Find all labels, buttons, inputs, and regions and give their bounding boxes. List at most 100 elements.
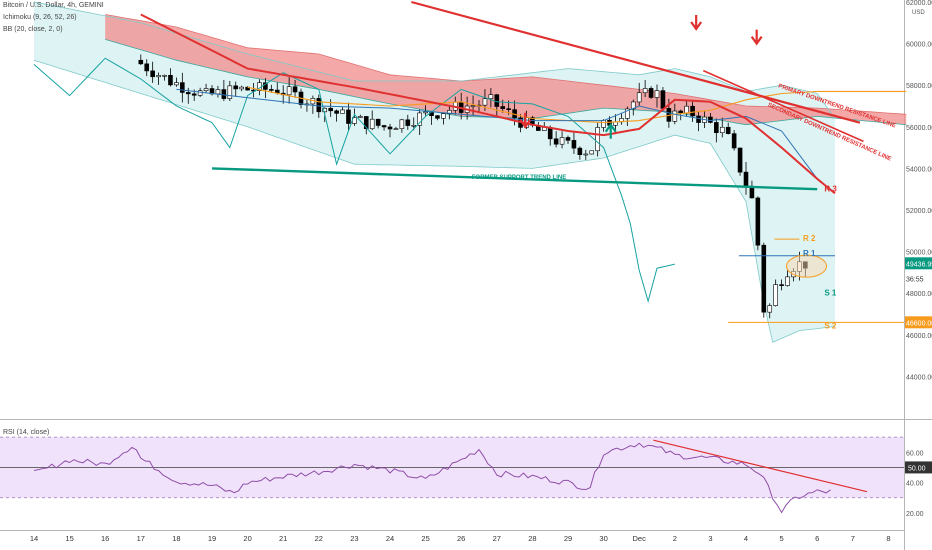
candle-body: [708, 116, 713, 123]
candle-body: [375, 118, 381, 126]
candle-body: [737, 147, 743, 173]
candle-body: [221, 89, 227, 99]
candle-body: [482, 98, 488, 106]
price-tick-label: 54000.00: [906, 166, 932, 173]
time-tick-label: 17: [137, 534, 145, 543]
candle-body: [263, 82, 268, 90]
rsi-legend: RSI (14, close): [3, 429, 50, 436]
candle-body: [601, 119, 606, 128]
candle-body: [583, 153, 589, 156]
candle-body: [696, 115, 701, 123]
candle-body: [269, 89, 274, 91]
candle-body: [423, 111, 428, 114]
time-tick-label: 3: [708, 534, 712, 543]
down-arrow-marker: [690, 15, 703, 31]
candle-body: [405, 119, 411, 126]
candle-body: [245, 86, 250, 91]
time-tick-label: 26: [457, 534, 465, 543]
time-tick-label: 29: [564, 534, 572, 543]
ichimoku-legend: Ichimoku (9, 26, 52, 26): [3, 14, 77, 21]
time-tick-label: 8: [886, 534, 890, 543]
candle-body: [719, 126, 725, 134]
candle-body: [369, 118, 375, 130]
annotation-former-support: FORMER SUPPORT TREND LINE: [472, 175, 566, 181]
rsi-tick-label: 60.00: [906, 450, 924, 457]
annotation-r1: R 1: [803, 249, 816, 258]
candle-body: [672, 110, 678, 122]
price-tick-label: 44000.00: [906, 374, 932, 381]
candle-body: [725, 126, 731, 134]
candle-body: [358, 116, 363, 118]
candle-body: [435, 115, 440, 119]
candle-body: [470, 105, 476, 107]
rsi-line: [33, 442, 831, 514]
price-tick-label: 52000.00: [906, 208, 932, 215]
bb-upper: [33, 1, 836, 119]
time-tick-label: 16: [101, 534, 109, 543]
candle-body: [506, 108, 511, 110]
candle-body: [227, 85, 233, 99]
candle-body: [138, 59, 144, 65]
candle-body: [363, 116, 369, 130]
price-badge: [905, 272, 932, 285]
candle-body: [393, 128, 399, 130]
price-tick-label: 50000.00: [906, 250, 932, 257]
time-tick-label: 25: [421, 534, 429, 543]
candle-body: [150, 70, 155, 78]
bb-middle-line: [140, 13, 836, 195]
candle-body: [761, 244, 767, 313]
candle-body: [417, 112, 422, 126]
candle-body: [577, 147, 583, 155]
candle-body: [203, 88, 209, 91]
candle-body: [547, 127, 553, 140]
candle-body: [346, 109, 351, 124]
candle-body: [239, 86, 244, 90]
candle-body: [411, 124, 417, 127]
candle-body: [690, 105, 695, 117]
candle-body: [571, 140, 577, 149]
candle-body: [399, 119, 405, 129]
candle-body: [322, 107, 328, 113]
candle-body: [636, 92, 642, 103]
price-badge: [905, 316, 932, 329]
time-tick-label: 14: [30, 534, 38, 543]
rsi-tick-label: 20.00: [906, 511, 924, 518]
annotation-r2: R 2: [803, 234, 816, 243]
candle-body: [714, 122, 719, 134]
price-tick-label: 48000.00: [906, 291, 932, 298]
down-arrow-marker: [750, 29, 763, 46]
candle-body: [174, 82, 179, 86]
candle-body: [779, 284, 784, 286]
candle-body: [731, 133, 737, 149]
rsi-badge: [905, 461, 932, 474]
time-tick-label: 28: [528, 534, 536, 543]
candle-body: [144, 63, 150, 72]
time-tick-label: 21: [279, 534, 287, 543]
candle-body: [316, 98, 322, 113]
candle-body: [185, 92, 191, 95]
candle-body: [156, 75, 161, 78]
candle-body: [215, 89, 221, 95]
candle-body: [340, 109, 345, 114]
currency-label: USD: [912, 10, 925, 16]
down-arrow-marker: [519, 112, 532, 129]
annotation-r3: R 3: [824, 184, 837, 193]
time-tick-label: 6: [815, 534, 819, 543]
candle-body: [642, 88, 648, 94]
candle-body: [648, 88, 654, 98]
rsi-trend-line: [653, 439, 868, 493]
candle-body: [494, 94, 500, 107]
price-tick-label: 62000.00: [906, 0, 932, 7]
candle-body: [654, 90, 660, 98]
time-tick-label: Dec: [633, 534, 647, 543]
price-badge: [905, 257, 932, 270]
highlight-ellipse: [786, 254, 828, 278]
rsi-badge-label: 50.00: [908, 465, 926, 472]
price-tick-label: 46000.00: [906, 333, 932, 340]
candle-body: [441, 113, 446, 119]
candle-body: [162, 74, 167, 77]
candle-body: [233, 85, 239, 90]
bb-lower: [33, 59, 836, 343]
